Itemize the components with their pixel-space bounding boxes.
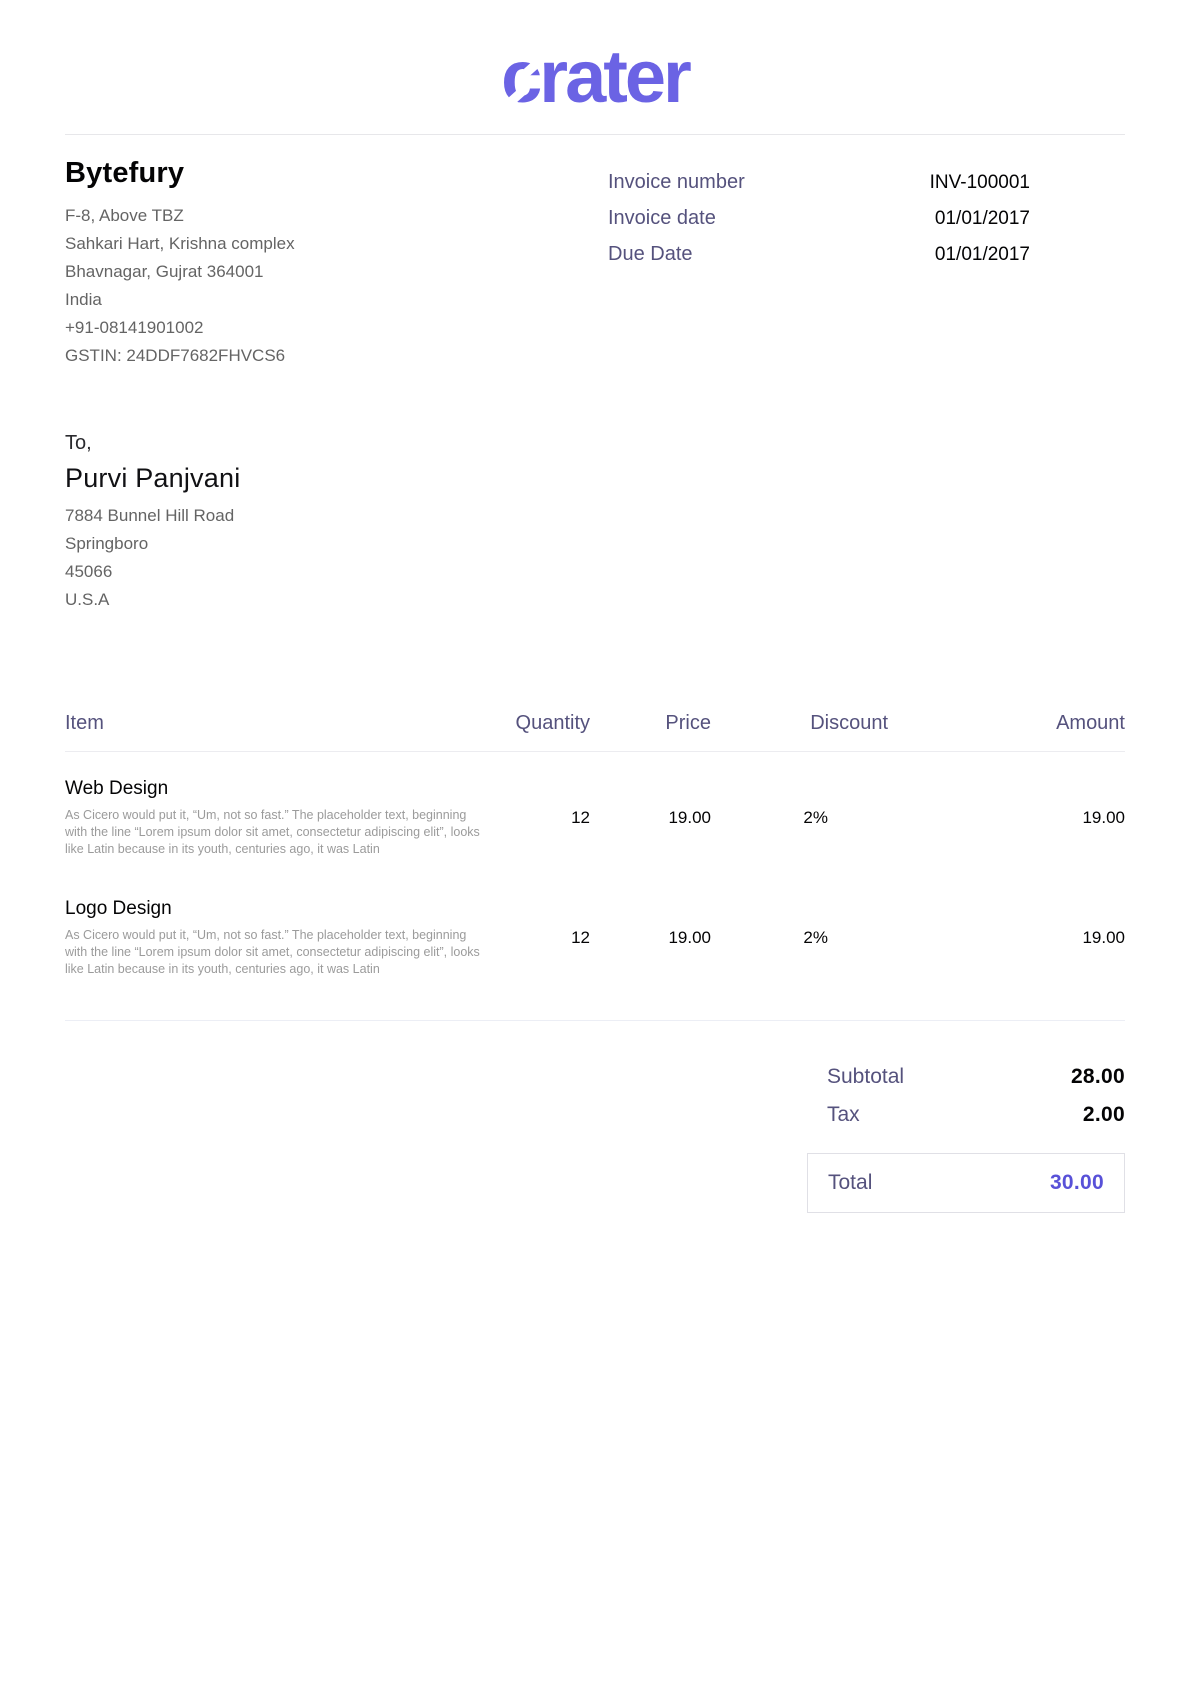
table-header-divider <box>65 751 1125 752</box>
column-header-amount: Amount <box>1056 712 1125 734</box>
item-name: Logo Design <box>65 898 172 919</box>
item-cell: Logo Design As Cicero would put it, “Um,… <box>65 898 485 978</box>
item-name: Web Design <box>65 778 169 799</box>
customer-address-line: 45066 <box>65 562 113 581</box>
table-row: Web Design As Cicero would put it, “Um, … <box>65 778 1125 858</box>
item-discount: 2% <box>803 808 828 827</box>
grand-total-box: Total 30.00 <box>807 1153 1125 1213</box>
customer-address: 7884 Bunnel Hill Road Springboro 45066 U… <box>65 502 1125 614</box>
company-address-line: Bhavnagar, Gujrat 364001 <box>65 262 264 281</box>
company-name: Bytefury <box>65 157 185 189</box>
item-description: As Cicero would put it, “Um, not so fast… <box>65 808 480 856</box>
company-address-line: Sahkari Hart, Krishna complex <box>65 234 295 253</box>
company-block: Bytefury F-8, Above TBZ Sahkari Hart, Kr… <box>65 157 295 370</box>
subtotal-value: 28.00 <box>1070 1065 1125 1088</box>
item-quantity: 12 <box>571 928 590 947</box>
item-price: 19.00 <box>668 928 711 947</box>
item-discount: 2% <box>803 928 828 947</box>
customer-address-line: 7884 Bunnel Hill Road <box>65 506 235 525</box>
company-gstin: GSTIN: 24DDF7682FHVCS6 <box>65 346 286 365</box>
subtotal-label: Subtotal <box>827 1065 905 1088</box>
invoice-number-row: Invoice number INV-100001 <box>608 171 1030 194</box>
due-date-row: Due Date 01/01/2017 <box>608 243 1030 266</box>
crater-logo: crater <box>495 35 692 118</box>
item-price: 19.00 <box>668 808 711 827</box>
invoice-document: crater Bytefury F-8, Above TBZ Sahkari H… <box>0 0 1190 1213</box>
column-header-discount: Discount <box>810 712 888 734</box>
due-date-value: 01/01/2017 <box>934 244 1030 265</box>
grand-total-value: 30.00 <box>1049 1171 1104 1194</box>
tax-row: Tax 2.00 <box>807 1103 1125 1127</box>
table-row: Logo Design As Cicero would put it, “Um,… <box>65 898 1125 978</box>
invoice-date-row: Invoice date 01/01/2017 <box>608 207 1030 230</box>
invoice-header-section: Bytefury F-8, Above TBZ Sahkari Hart, Kr… <box>65 135 1125 370</box>
header-divider <box>65 134 1125 135</box>
table-bottom-divider <box>65 1020 1125 1021</box>
item-description: As Cicero would put it, “Um, not so fast… <box>65 928 480 976</box>
item-amount: 19.00 <box>1082 808 1125 827</box>
grand-total-label: Total <box>828 1171 873 1194</box>
customer-address-line: U.S.A <box>65 590 110 609</box>
item-cell: Web Design As Cicero would put it, “Um, … <box>65 778 485 858</box>
invoice-meta-block: Invoice number INV-100001 Invoice date 0… <box>608 171 1030 370</box>
due-date-label: Due Date <box>608 243 693 265</box>
invoice-date-value: 01/01/2017 <box>934 208 1030 229</box>
logo-bar: crater <box>0 0 1190 134</box>
item-amount: 19.00 <box>1082 928 1125 947</box>
invoice-date-label: Invoice date <box>608 207 716 229</box>
invoice-number-value: INV-100001 <box>929 172 1030 193</box>
subtotal-row: Subtotal 28.00 <box>807 1065 1125 1089</box>
company-phone: +91-08141901002 <box>65 318 204 337</box>
totals-block: Subtotal 28.00 Tax 2.00 Total 30.00 <box>807 1065 1125 1213</box>
company-address: F-8, Above TBZ Sahkari Hart, Krishna com… <box>65 202 295 370</box>
column-header-quantity: Quantity <box>515 712 590 734</box>
items-table-header: Item Quantity Price Discount Amount <box>65 712 1125 735</box>
bill-to-salutation: To, <box>65 432 92 454</box>
items-table: Item Quantity Price Discount Amount Web … <box>65 712 1125 1021</box>
company-address-line: India <box>65 290 102 309</box>
customer-address-line: Springboro <box>65 534 149 553</box>
company-address-line: F-8, Above TBZ <box>65 206 184 225</box>
bill-to-block: To, Purvi Panjvani 7884 Bunnel Hill Road… <box>65 432 1125 614</box>
column-header-price: Price <box>665 712 711 734</box>
tax-value: 2.00 <box>1082 1103 1125 1126</box>
item-quantity: 12 <box>571 808 590 827</box>
customer-name: Purvi Panjvani <box>65 463 241 493</box>
invoice-number-label: Invoice number <box>608 171 745 193</box>
column-header-item: Item <box>65 712 104 734</box>
crater-logo-text: crater <box>501 35 692 118</box>
tax-label: Tax <box>827 1103 860 1126</box>
